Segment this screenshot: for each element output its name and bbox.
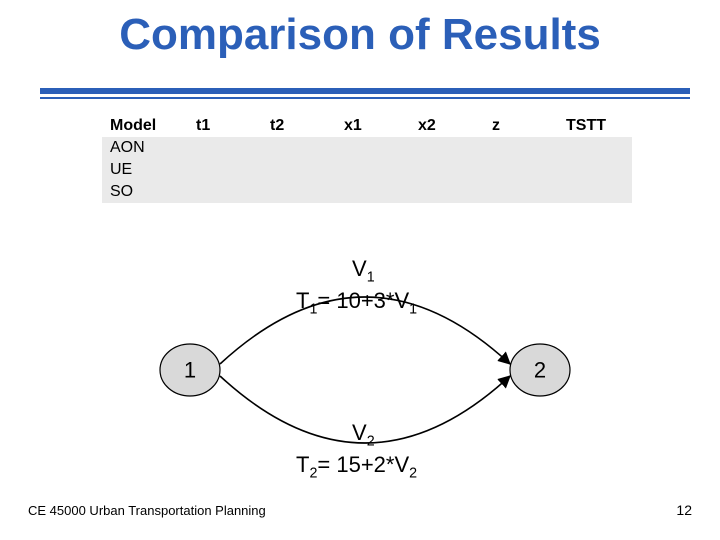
label-v2: V2 — [352, 420, 375, 449]
label-t2: T2= 15+2*V2 — [296, 452, 417, 481]
node-1-label: 1 — [184, 358, 196, 383]
label-t1: T1= 10+3*V1 — [296, 288, 417, 317]
page-number: 12 — [676, 502, 692, 518]
slide: Comparison of Results Modelt1t2x1x2zTSTT… — [0, 0, 720, 540]
footer-text: CE 45000 Urban Transportation Planning — [28, 503, 266, 518]
label-v1: V1 — [352, 256, 375, 285]
node-2-label: 2 — [534, 358, 546, 383]
